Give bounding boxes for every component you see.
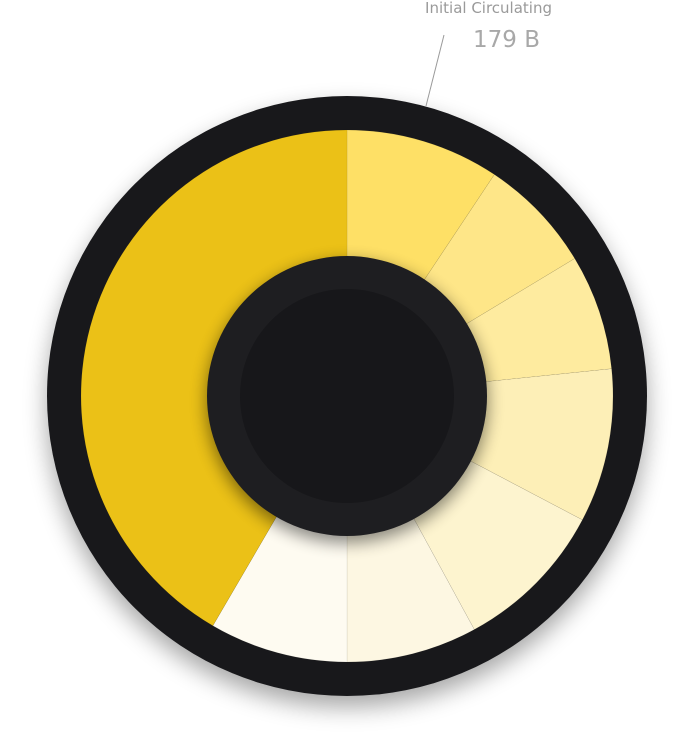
callout-value: 179 B	[473, 27, 540, 53]
hub-center	[240, 289, 454, 503]
callout-leader-line	[425, 34, 445, 107]
callout-label: Initial Circulating	[425, 0, 552, 17]
